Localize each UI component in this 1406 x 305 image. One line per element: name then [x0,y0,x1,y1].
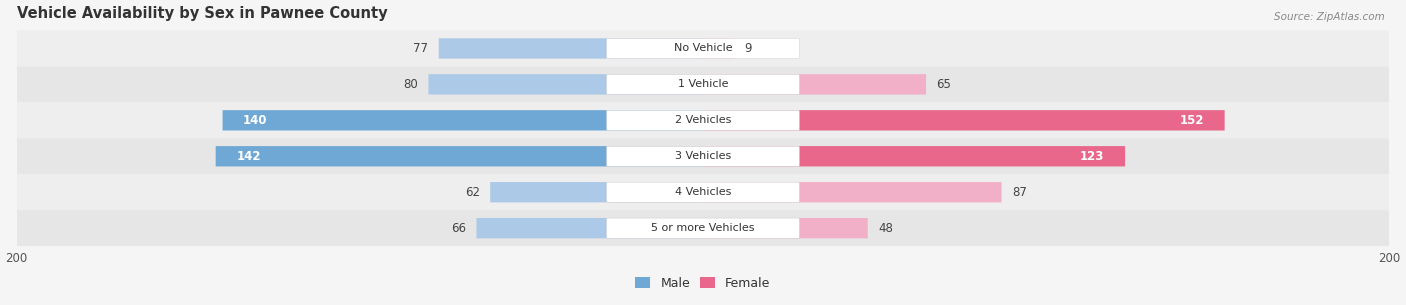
FancyBboxPatch shape [703,218,868,238]
FancyBboxPatch shape [703,182,1001,203]
Text: 123: 123 [1080,150,1105,163]
Text: 65: 65 [936,78,952,91]
FancyBboxPatch shape [606,146,800,166]
Text: Vehicle Availability by Sex in Pawnee County: Vehicle Availability by Sex in Pawnee Co… [17,5,387,20]
FancyBboxPatch shape [703,38,734,59]
Text: 142: 142 [236,150,260,163]
Text: 3 Vehicles: 3 Vehicles [675,151,731,161]
FancyBboxPatch shape [606,182,800,202]
FancyBboxPatch shape [439,38,703,59]
FancyBboxPatch shape [606,110,800,131]
FancyBboxPatch shape [215,146,703,167]
FancyBboxPatch shape [703,74,927,95]
FancyBboxPatch shape [17,174,1389,210]
Text: 48: 48 [877,222,893,235]
FancyBboxPatch shape [606,74,800,95]
Legend: Male, Female: Male, Female [636,277,770,290]
Text: 152: 152 [1180,114,1204,127]
Text: 87: 87 [1012,186,1026,199]
Text: 5 or more Vehicles: 5 or more Vehicles [651,223,755,233]
FancyBboxPatch shape [606,38,800,59]
Text: 1 Vehicle: 1 Vehicle [678,79,728,89]
FancyBboxPatch shape [703,146,1125,167]
FancyBboxPatch shape [606,218,800,238]
FancyBboxPatch shape [17,66,1389,102]
FancyBboxPatch shape [429,74,703,95]
Text: No Vehicle: No Vehicle [673,43,733,53]
FancyBboxPatch shape [222,110,703,131]
FancyBboxPatch shape [17,138,1389,174]
FancyBboxPatch shape [477,218,703,238]
Text: 2 Vehicles: 2 Vehicles [675,115,731,125]
Text: 9: 9 [744,42,752,55]
FancyBboxPatch shape [17,210,1389,246]
Text: 140: 140 [243,114,267,127]
FancyBboxPatch shape [17,102,1389,138]
FancyBboxPatch shape [491,182,703,203]
Text: 77: 77 [413,42,429,55]
FancyBboxPatch shape [703,110,1225,131]
Text: 66: 66 [451,222,467,235]
Text: 4 Vehicles: 4 Vehicles [675,187,731,197]
Text: Source: ZipAtlas.com: Source: ZipAtlas.com [1274,12,1385,22]
Text: 80: 80 [404,78,418,91]
Text: 62: 62 [465,186,479,199]
FancyBboxPatch shape [17,30,1389,66]
